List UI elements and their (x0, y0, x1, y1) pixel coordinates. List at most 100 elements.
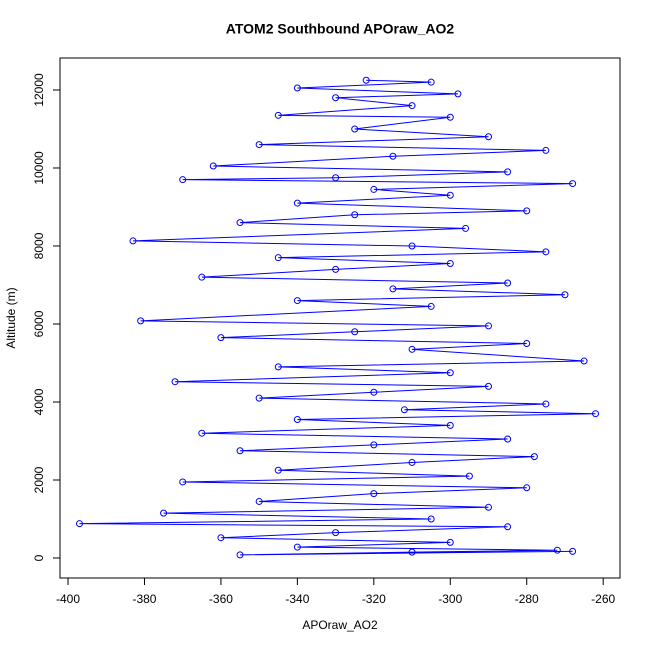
y-tick-label: 8000 (32, 232, 46, 259)
data-point (255, 497, 263, 505)
data-point (408, 102, 416, 110)
y-tick-label: 0 (32, 554, 46, 561)
data-point (446, 421, 454, 429)
data-point (485, 133, 493, 141)
data-point (389, 285, 397, 293)
data-point (137, 317, 145, 325)
data-point (504, 523, 512, 531)
data-point (370, 441, 378, 449)
data-point (580, 357, 588, 365)
data-point (530, 453, 538, 461)
data-point (198, 429, 206, 437)
x-tick-label: -400 (56, 592, 80, 606)
data-point (446, 369, 454, 377)
data-point (332, 174, 340, 182)
data-point (332, 94, 340, 102)
data-point (553, 546, 561, 554)
data-point (236, 551, 244, 559)
data-point (274, 466, 282, 474)
data-point (389, 152, 397, 160)
data-point (504, 279, 512, 287)
data-point (370, 185, 378, 193)
x-tick-label: -360 (209, 592, 233, 606)
data-point (569, 547, 577, 555)
data-point (561, 291, 569, 299)
data-point (293, 543, 301, 551)
y-tick-label: 2000 (32, 466, 46, 493)
data-point (236, 447, 244, 455)
data-point (362, 76, 370, 84)
data-point (274, 254, 282, 262)
data-point (446, 113, 454, 121)
data-point (332, 529, 340, 537)
x-tick-label: -320 (362, 592, 386, 606)
data-point (236, 219, 244, 227)
data-point (370, 490, 378, 498)
data-point (523, 484, 531, 492)
chart-title: ATOM2 Southbound APOraw_AO2 (226, 21, 455, 37)
data-point (446, 538, 454, 546)
data-line (79, 79, 596, 556)
y-axis-label: Altitude (m) (4, 287, 18, 348)
data-point (408, 345, 416, 353)
data-point (485, 322, 493, 330)
data-point (332, 265, 340, 273)
data-point (351, 125, 359, 133)
data-point (427, 302, 435, 310)
data-point (569, 180, 577, 188)
data-point (293, 297, 301, 305)
data-point (293, 416, 301, 424)
data-point (160, 509, 168, 517)
data-point (427, 78, 435, 86)
data-point (179, 478, 187, 486)
data-point (370, 388, 378, 396)
data-point (209, 162, 217, 170)
data-point (523, 339, 531, 347)
x-tick-label: -340 (285, 592, 309, 606)
data-point (217, 534, 225, 542)
data-point (351, 328, 359, 336)
data-point (255, 141, 263, 149)
data-point (504, 168, 512, 176)
data-point (485, 503, 493, 511)
data-point (400, 406, 408, 414)
data-point (454, 90, 462, 98)
x-tick-label: -260 (591, 592, 615, 606)
x-tick-label: -380 (132, 592, 156, 606)
x-tick-label: -300 (438, 592, 462, 606)
data-point (274, 363, 282, 371)
data-point (462, 224, 470, 232)
data-point (542, 400, 550, 408)
y-tick-label: 6000 (32, 310, 46, 337)
data-point (446, 260, 454, 268)
data-point (255, 394, 263, 402)
data-point (293, 84, 301, 92)
data-point (293, 199, 301, 207)
data-point (129, 237, 137, 245)
plot-box (59, 57, 621, 579)
y-tick-label: 4000 (32, 388, 46, 415)
data-point (427, 515, 435, 523)
data-point (408, 458, 416, 466)
data-point (542, 146, 550, 154)
data-point (274, 111, 282, 119)
x-tick-label: -280 (515, 592, 539, 606)
data-point (485, 382, 493, 390)
data-point (542, 248, 550, 256)
y-tick-label: 12000 (32, 73, 46, 107)
y-tick-label: 10000 (32, 151, 46, 185)
data-point (408, 548, 416, 556)
x-axis-label: APOraw_AO2 (302, 618, 378, 632)
data-point (408, 242, 416, 250)
data-point (523, 207, 531, 215)
data-point (217, 334, 225, 342)
data-point (592, 410, 600, 418)
data-point (446, 191, 454, 199)
data-point (171, 378, 179, 386)
data-point (179, 176, 187, 184)
data-point (465, 472, 473, 480)
data-point (75, 520, 83, 528)
data-point (504, 435, 512, 443)
data-point (198, 273, 206, 281)
